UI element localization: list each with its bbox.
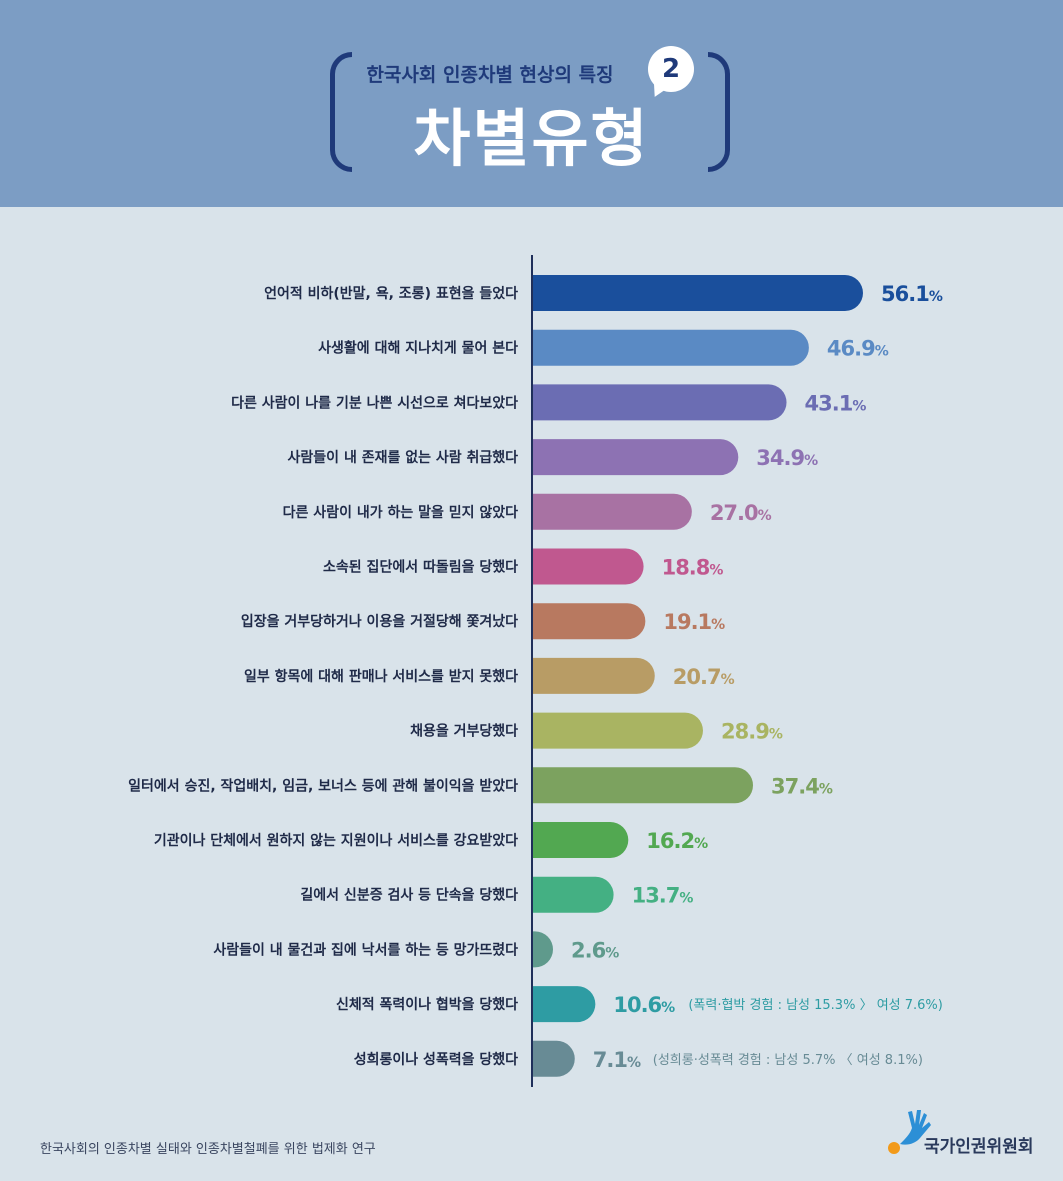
- bar: [533, 767, 753, 804]
- bar: [533, 822, 629, 858]
- value-label: 37.4%: [771, 774, 833, 798]
- category-label: 입장을 거부당하거나 이용을 거절당해 쫓겨났다: [241, 613, 518, 630]
- value-label: 18.8%: [662, 556, 724, 580]
- category-label: 신체적 폭력이나 협박을 당했다: [336, 996, 518, 1013]
- bar: [533, 493, 692, 530]
- bar: [533, 329, 809, 366]
- value-label: 56.1%: [881, 282, 943, 306]
- category-label: 채용을 거부당했다: [410, 723, 518, 740]
- category-label: 성희롱이나 성폭력을 당했다: [354, 1051, 518, 1068]
- value-label: 7.1%: [593, 1048, 641, 1072]
- category-label: 일터에서 승진, 작업배치, 임금, 보너스 등에 관해 불이익을 받았다: [128, 777, 518, 794]
- bar: [533, 931, 553, 968]
- value-label: 10.6%: [613, 993, 675, 1017]
- annotation-label: (폭력·협박 경험 : 남성 15.3% 〉 여성 7.6%): [688, 998, 943, 1013]
- value-label: 34.9%: [756, 446, 818, 470]
- header-banner: 한국사회 인종차별 현상의 특징 2 차별유형: [0, 0, 1063, 207]
- bar: [533, 603, 646, 640]
- logo-dot: [888, 1142, 900, 1154]
- value-label: 28.9%: [721, 720, 783, 744]
- number-badge: 2: [648, 46, 694, 92]
- category-label: 기관이나 단체에서 원하지 않는 지원이나 서비스를 강요받았다: [154, 832, 518, 849]
- bar: [533, 1040, 575, 1077]
- category-label: 다른 사람이 나를 기분 나쁜 시선으로 쳐다보았다: [231, 394, 518, 411]
- source-note: 한국사회의 인종차별 실태와 인종차별철폐를 위한 법제화 연구: [40, 1142, 376, 1157]
- category-label: 언어적 비하(반말, 욕, 조롱) 표현을 들었다: [264, 285, 518, 302]
- bar: [533, 548, 644, 585]
- category-label: 다른 사람이 내가 하는 말을 믿지 않았다: [283, 504, 518, 521]
- bar: [533, 657, 655, 694]
- category-label: 소속된 집단에서 따돌림을 당했다: [323, 559, 518, 576]
- value-label: 13.7%: [632, 884, 694, 908]
- category-label: 일부 항목에 대해 판매나 서비스를 받지 못했다: [244, 668, 518, 685]
- value-label: 16.2%: [646, 829, 708, 853]
- hand-icon: [900, 1110, 931, 1145]
- category-label: 사생활에 대해 지나치게 물어 본다: [318, 340, 518, 357]
- bar: [533, 275, 863, 311]
- header-subtitle: 한국사회 인종차별 현상의 특징: [366, 64, 614, 86]
- value-label: 2.6%: [571, 938, 619, 962]
- annotation-label: (성희롱·성폭력 경험 : 남성 5.7% 〈 여성 8.1%): [653, 1053, 923, 1068]
- category-label: 길에서 신분증 검사 등 단속을 당했다: [300, 887, 518, 904]
- bar: [533, 439, 739, 476]
- left-bracket: [330, 52, 352, 172]
- category-label: 사람들이 내 물건과 집에 낙서를 하는 등 망가뜨렸다: [213, 941, 518, 958]
- value-label: 20.7%: [673, 665, 735, 689]
- nhrck-logo: 국가인권위원회: [888, 1108, 1038, 1158]
- value-label: 19.1%: [663, 610, 725, 634]
- bar-chart: 언어적 비하(반말, 욕, 조롱) 표현을 들었다 56.1% 사생활에 대해 지나…: [128, 255, 943, 1087]
- category-label: 사람들이 내 존재를 없는 사람 취급했다: [288, 449, 519, 466]
- value-label: 46.9%: [827, 337, 889, 361]
- value-label: 43.1%: [805, 391, 867, 415]
- bar: [533, 876, 614, 913]
- bar: [533, 712, 703, 749]
- value-label: 27.0%: [710, 501, 772, 525]
- page-title: 차별유형: [413, 102, 650, 175]
- bar: [533, 384, 787, 421]
- bar: [533, 986, 596, 1023]
- bar-group: 언어적 비하(반말, 욕, 조롱) 표현을 들었다 56.1% 사생활에 대해 지나…: [128, 255, 943, 1087]
- logo-text: 국가인권위원회: [924, 1137, 1034, 1157]
